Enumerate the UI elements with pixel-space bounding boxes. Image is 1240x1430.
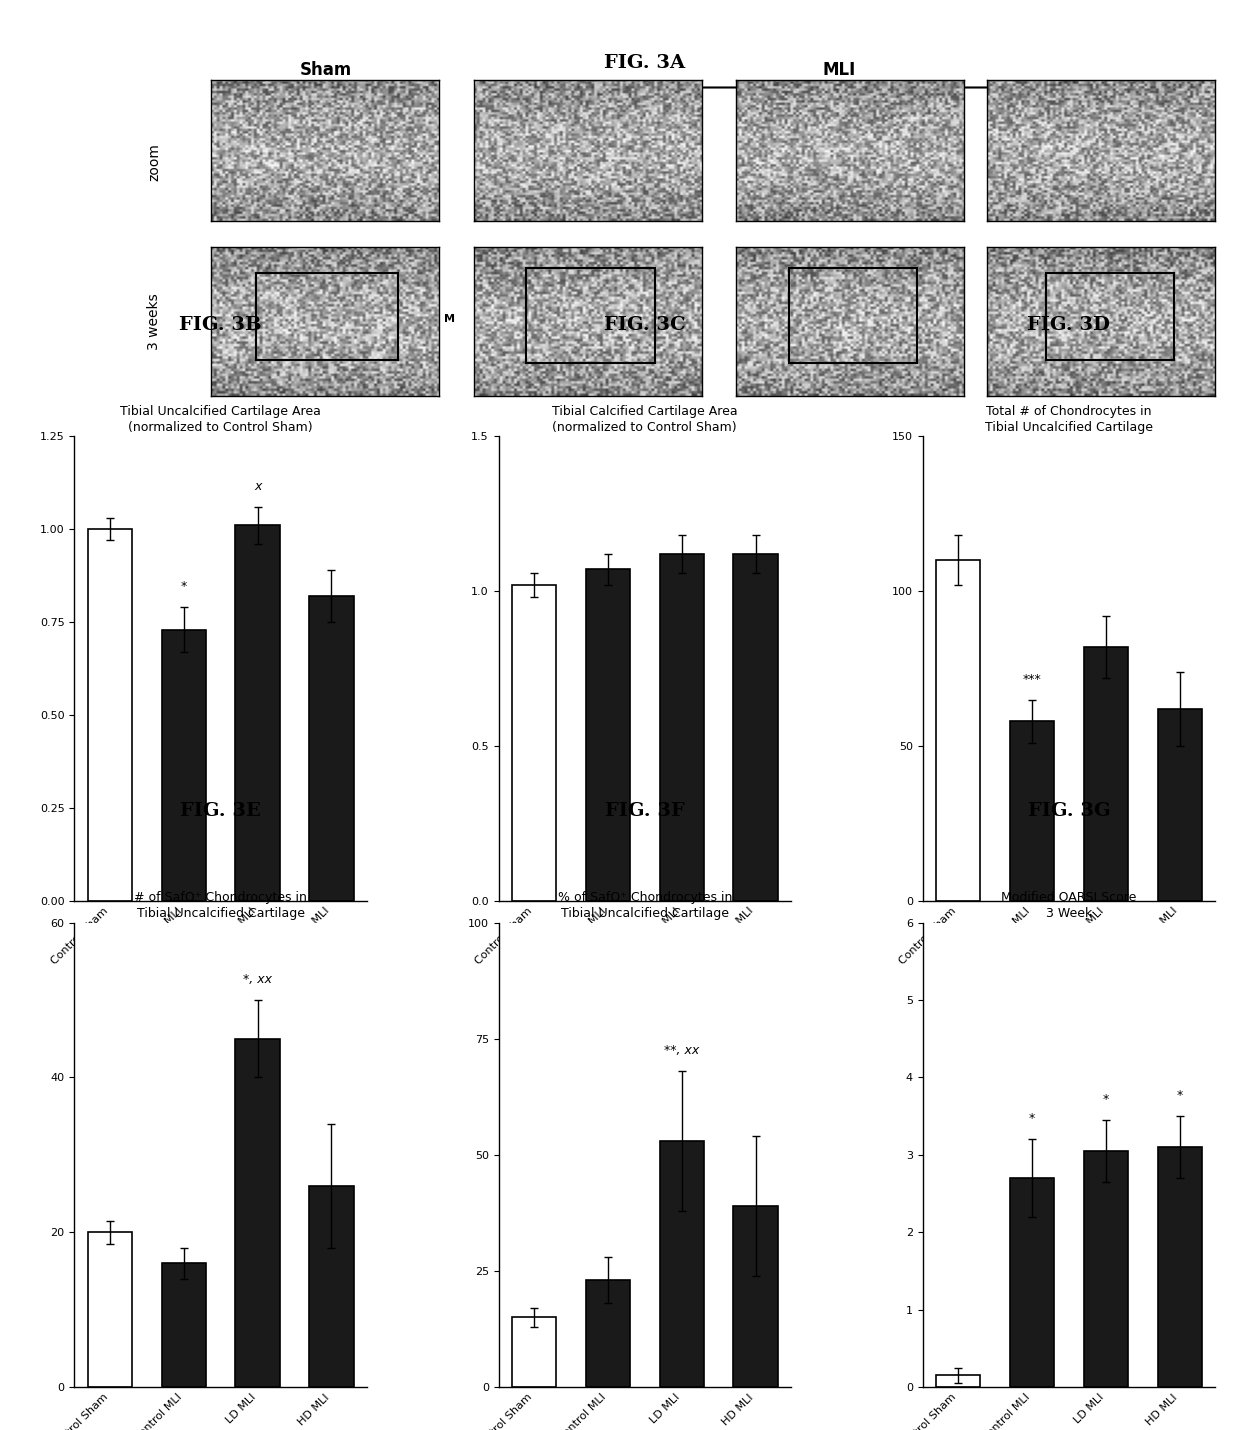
Text: FIG. 3C: FIG. 3C — [604, 316, 686, 335]
Bar — [936, 561, 981, 901]
Text: FIG. 3F: FIG. 3F — [605, 802, 684, 821]
Title: Tibial Uncalcified Cartilage Area
(normalized to Control Sham): Tibial Uncalcified Cartilage Area (norma… — [120, 405, 321, 433]
Text: *: * — [1029, 1113, 1035, 1125]
Bar — [512, 1317, 557, 1387]
Text: **, xx: **, xx — [665, 1044, 699, 1057]
Bar — [1084, 1151, 1128, 1387]
Text: control: control — [564, 94, 611, 109]
Title: Modified OARSI Score
3 Week: Modified OARSI Score 3 Week — [1001, 891, 1137, 919]
Bar — [733, 553, 777, 901]
Text: Sham: Sham — [299, 61, 351, 80]
Bar — [1158, 709, 1202, 901]
Text: *, xx: *, xx — [243, 972, 272, 987]
Bar — [1084, 646, 1128, 901]
Text: ***: *** — [1023, 672, 1042, 685]
Bar — [236, 1038, 280, 1387]
Title: Tibial Calcified Cartilage Area
(normalized to Control Sham): Tibial Calcified Cartilage Area (normali… — [552, 405, 738, 433]
Bar — [1009, 1178, 1054, 1387]
Text: LD: LD — [839, 94, 861, 109]
Text: HD: HD — [1090, 94, 1112, 109]
Bar — [936, 1376, 981, 1387]
Bar — [1009, 721, 1054, 901]
Title: Total # of Chondrocytes in
Tibial Uncalcified Cartilage: Total # of Chondrocytes in Tibial Uncalc… — [985, 405, 1153, 433]
Text: *: * — [181, 581, 187, 593]
Bar — [733, 1205, 777, 1387]
Text: FIG. 3D: FIG. 3D — [1028, 316, 1111, 335]
Text: *: * — [1102, 1093, 1109, 1105]
Text: FIG. 3B: FIG. 3B — [180, 316, 262, 335]
Text: x: x — [254, 480, 262, 493]
Text: control: control — [301, 94, 350, 109]
Bar — [1158, 1147, 1202, 1387]
Bar — [660, 1141, 704, 1387]
Bar — [161, 629, 206, 901]
Title: % of SafO⁺ Chondrocytes in
Tibial Uncalcified Cartilage: % of SafO⁺ Chondrocytes in Tibial Uncalc… — [558, 891, 732, 919]
Bar — [88, 529, 131, 901]
Text: FIG. 3G: FIG. 3G — [1028, 802, 1110, 821]
Title: # of SafO⁺ Chondrocytes in
Tibial Uncalcified Cartilage: # of SafO⁺ Chondrocytes in Tibial Uncalc… — [134, 891, 308, 919]
Text: *: * — [1177, 1090, 1183, 1103]
Bar — [585, 1280, 630, 1387]
Bar — [585, 569, 630, 901]
Bar — [309, 596, 353, 901]
Bar — [512, 585, 557, 901]
Bar — [161, 1263, 206, 1387]
Text: FIG. 3E: FIG. 3E — [180, 802, 262, 821]
Text: 3 weeks: 3 weeks — [148, 293, 161, 350]
Text: zoom: zoom — [148, 143, 161, 180]
Bar — [660, 553, 704, 901]
Text: MLI: MLI — [822, 61, 856, 80]
Bar — [309, 1185, 353, 1387]
Bar — [88, 1233, 131, 1387]
Bar — [236, 525, 280, 901]
Text: FIG. 3A: FIG. 3A — [604, 54, 686, 72]
